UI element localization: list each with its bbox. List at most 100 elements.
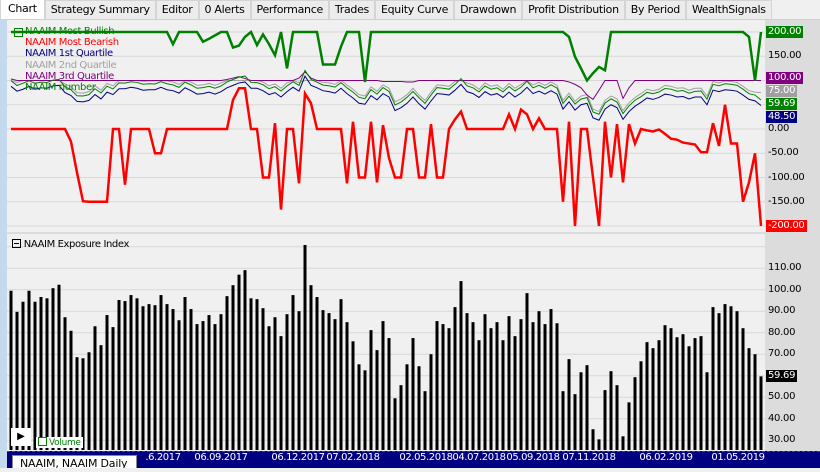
exposure-bar (741, 328, 745, 450)
exposure-bar (405, 364, 409, 450)
exposure-bar (447, 328, 451, 450)
exposure-bar (345, 322, 349, 450)
value-box: 200.00 (766, 26, 804, 38)
exposure-bar (471, 322, 475, 450)
lower-pane-title: NAAIM Exposure Index (12, 239, 129, 250)
exposure-bar (129, 295, 133, 450)
axis-label: 90.00 (768, 305, 796, 317)
volume-label: Volume (49, 438, 81, 448)
exposure-bar (297, 311, 301, 450)
tab-bar: Chart Strategy Summary Editor 0 Alerts Perfo… (0, 0, 820, 20)
exposure-bar (717, 313, 721, 450)
exposure-bar (729, 306, 733, 450)
collapse-icon[interactable] (14, 28, 23, 37)
exposure-bar (417, 366, 421, 450)
exposure-bar (645, 342, 649, 450)
series-line-naaim-1st-quartile (10, 75, 762, 121)
symbol-label: NAAIM, NAAIM Daily (12, 455, 137, 472)
tab-by-period[interactable]: By Period (624, 0, 686, 19)
value-box: -200.00 (766, 220, 807, 232)
axis-label: 30.00 (768, 434, 796, 446)
tab-editor[interactable]: Editor (155, 0, 199, 19)
tab-profit-distribution[interactable]: Profit Distribution (522, 0, 625, 19)
exposure-bar (195, 324, 199, 450)
exposure-bar (285, 314, 289, 450)
exposure-bar (567, 359, 571, 450)
exposure-bar (231, 285, 235, 450)
exposure-bar (21, 301, 25, 450)
exposure-bar (321, 310, 325, 450)
exposure-bar (609, 371, 613, 450)
exposure-bar (519, 319, 523, 450)
exposure-bar (651, 348, 655, 450)
exposure-bar (753, 354, 757, 450)
axis-label: 110.00 (768, 262, 802, 274)
exposure-bar (369, 330, 373, 450)
value-box: 59.69 (766, 370, 798, 383)
exposure-bar (237, 274, 241, 450)
tab-wealthsignals[interactable]: WealthSignals (685, 0, 772, 19)
exposure-bar (603, 390, 607, 450)
exposure-bar (675, 337, 679, 450)
exposure-bar (333, 319, 337, 450)
exposure-bar (375, 350, 379, 450)
exposure-bar (9, 290, 13, 450)
exposure-bar (501, 340, 505, 450)
legend-item: NAAIM 3rd Quartile (25, 70, 114, 82)
date-axis[interactable] (7, 451, 820, 468)
date-tick-label: 06.09.2017 (194, 452, 248, 463)
exposure-bar (381, 321, 385, 450)
tab-0-alerts[interactable]: 0 Alerts (198, 0, 251, 19)
exposure-bar (111, 327, 115, 450)
exposure-bar (309, 285, 313, 450)
play-icon[interactable]: ▶ (11, 428, 31, 446)
date-tick-label: 05.09.2018 (506, 452, 560, 463)
exposure-bar (147, 304, 151, 450)
exposure-bar (459, 281, 463, 450)
date-tick-label: .6.2017 (145, 452, 181, 463)
tab-performance[interactable]: Performance (250, 0, 329, 19)
exposure-bar (207, 315, 211, 450)
exposure-bar (483, 314, 487, 450)
volume-legend[interactable]: Volume (36, 437, 83, 448)
exposure-bar (495, 322, 499, 450)
tab-strategy-summary[interactable]: Strategy Summary (44, 0, 156, 19)
exposure-bar (99, 345, 103, 450)
exposure-bar (543, 324, 547, 450)
tab-chart[interactable]: Chart (0, 0, 45, 19)
exposure-bar (525, 293, 529, 450)
exposure-bar (681, 334, 685, 450)
exposure-bar (423, 391, 427, 450)
exposure-bar (711, 307, 715, 450)
axis-label: 70.00 (768, 348, 796, 360)
tab-equity-curve[interactable]: Equity Curve (374, 0, 455, 19)
exposure-bar (75, 357, 79, 450)
exposure-bar (687, 346, 691, 450)
exposure-bar (669, 328, 673, 450)
exposure-bar (351, 341, 355, 450)
collapse-icon[interactable] (12, 239, 21, 248)
collapse-icon[interactable] (38, 437, 47, 446)
chart-area[interactable] (7, 20, 820, 452)
legend-item: NAAIM number (25, 82, 96, 93)
exposure-bar (279, 336, 283, 450)
exposure-bar (171, 309, 175, 450)
exposure-bar (339, 299, 343, 450)
exposure-bar (639, 361, 643, 450)
exposure-bar (363, 370, 367, 450)
exposure-bar (549, 309, 553, 450)
tab-trades[interactable]: Trades (328, 0, 375, 19)
exposure-bar (579, 372, 583, 450)
exposure-bar (189, 309, 193, 450)
series-line-naaim-3rd-quartile (10, 71, 761, 101)
exposure-bar (357, 364, 361, 450)
exposure-bar (723, 304, 727, 450)
value-box: 59.69 (766, 98, 798, 110)
legend-item: NAAIM Most Bullish (25, 26, 115, 37)
exposure-bar (291, 295, 295, 450)
exposure-bar (117, 300, 121, 450)
value-box: 48.50 (766, 111, 798, 123)
date-tick-label: 01.05.2019 (711, 452, 765, 463)
tab-drawdown[interactable]: Drawdown (454, 0, 523, 19)
exposure-bar (585, 365, 589, 450)
